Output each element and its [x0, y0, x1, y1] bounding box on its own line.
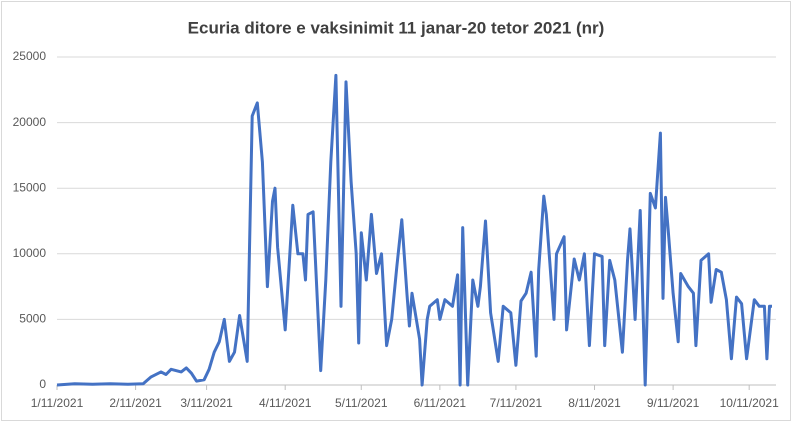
chart-title: Ecuria ditore e vaksinimit 11 janar-20 t…	[188, 18, 605, 37]
y-tick-label: 20000	[13, 115, 47, 129]
x-tick-label: 9/11/2021	[647, 396, 700, 410]
data-line	[56, 73, 772, 387]
x-tick-label: 3/11/2021	[180, 396, 233, 410]
y-tick-label: 10000	[13, 246, 47, 260]
x-tick-label: 10/11/2021	[720, 396, 779, 410]
x-tick-label: 1/11/2021	[31, 396, 84, 410]
x-tick-label: 5/11/2021	[335, 396, 388, 410]
x-tick-label: 4/11/2021	[259, 396, 312, 410]
y-tick-label: 25000	[13, 49, 47, 63]
x-tick-label: 6/11/2021	[414, 396, 467, 410]
y-tick-label: 0	[39, 377, 46, 391]
y-tick-label: 15000	[13, 180, 47, 194]
x-tick-label: 8/11/2021	[568, 396, 621, 410]
x-tick-label: 7/11/2021	[490, 396, 543, 410]
x-tick-label: 2/11/2021	[109, 396, 162, 410]
y-tick-label: 5000	[19, 312, 46, 326]
